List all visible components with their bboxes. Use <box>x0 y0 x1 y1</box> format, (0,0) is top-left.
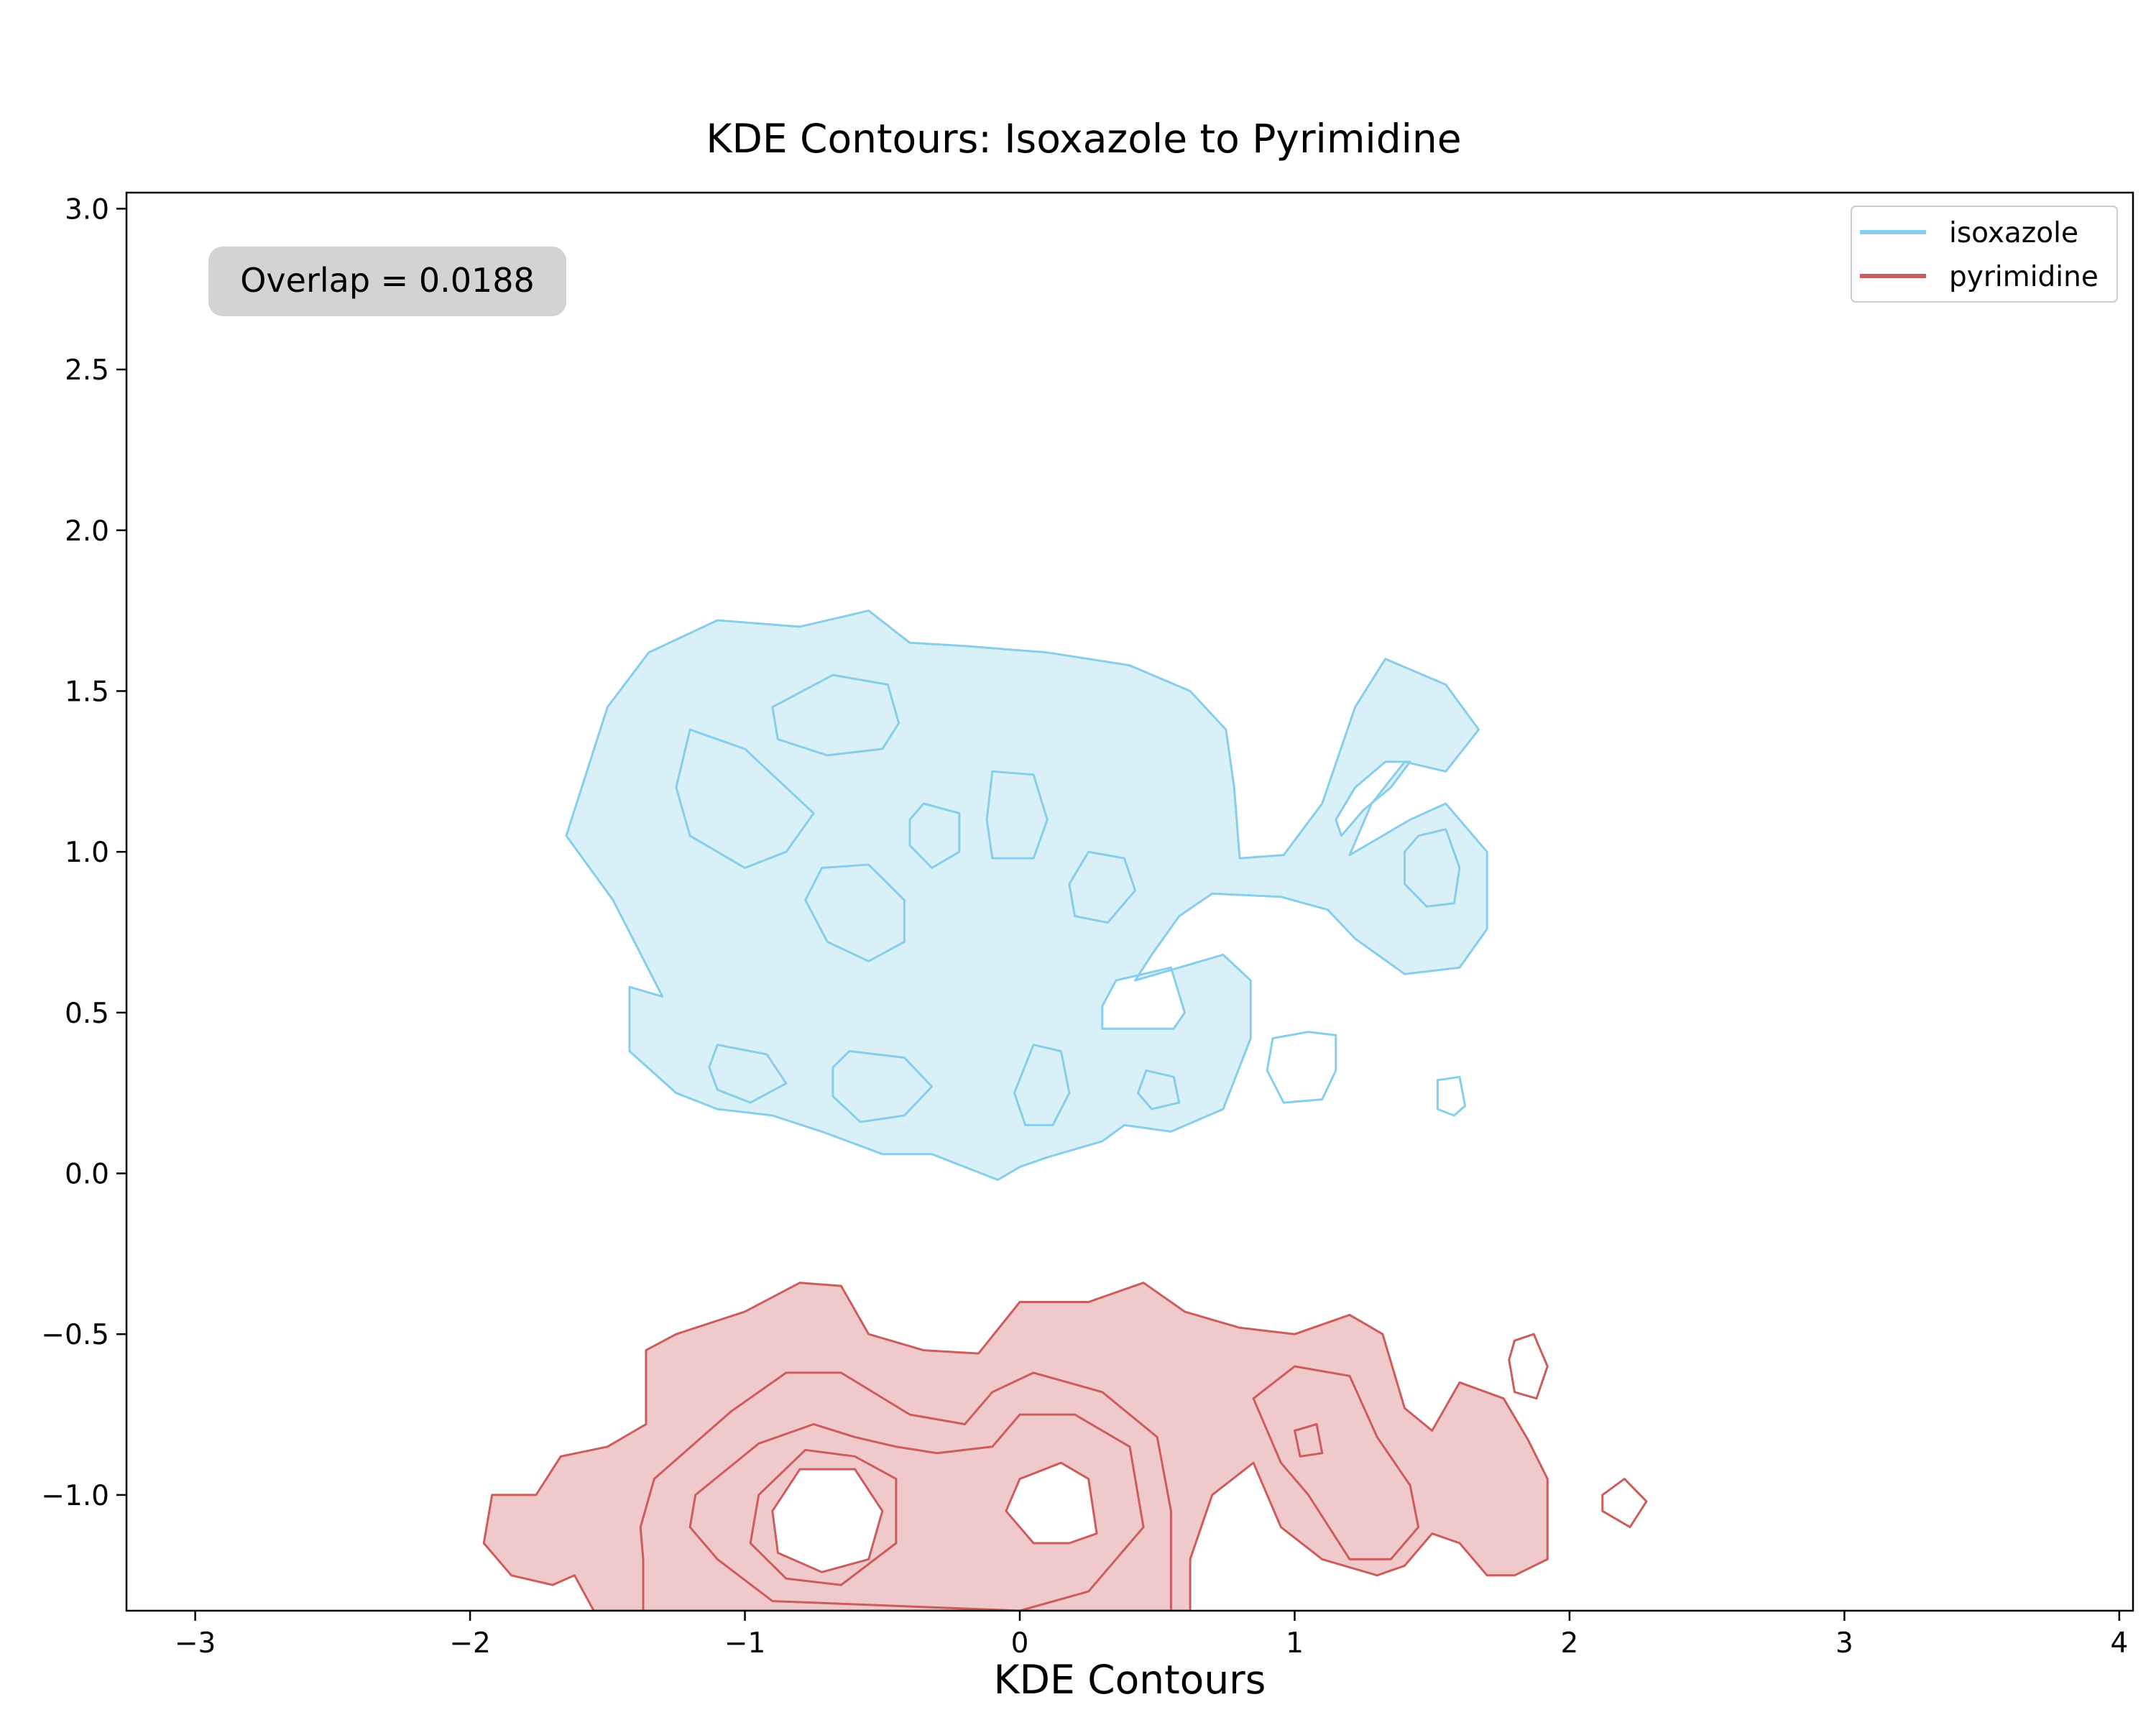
pyrimidine-contour-0 <box>482 1282 1549 1611</box>
isoxazole-contour-3 <box>804 863 906 962</box>
pyrimidine-contour-3 <box>749 1448 898 1586</box>
overlap-annotation: Overlap = 0.0188 <box>208 247 566 316</box>
isoxazole-contour-12 <box>1436 1075 1467 1117</box>
x-tick-label: 2 <box>1561 1627 1579 1660</box>
x-axis-label: KDE Contours <box>994 1657 1266 1703</box>
x-tick-label: 1 <box>1286 1627 1304 1660</box>
isoxazole-contour-2 <box>771 673 900 757</box>
isoxazole-contour-5 <box>985 770 1049 860</box>
x-tick-label: 0 <box>1011 1627 1029 1660</box>
x-axis: −3 −2 −1 0 1 2 3 4 <box>175 1611 2128 1660</box>
legend-label-pyrimidine: pyrimidine <box>1949 261 2099 293</box>
x-tick-label: −1 <box>724 1627 766 1660</box>
legend-label-isoxazole: isoxazole <box>1949 217 2078 249</box>
chart-title: KDE Contours: Isoxazole to Pyrimidine <box>706 116 1461 162</box>
pyrimidine-contour-6 <box>1601 1478 1648 1529</box>
isoxazole-contour-hole-0 <box>1101 966 1186 1030</box>
isoxazole-contour-8 <box>831 1050 934 1123</box>
isoxazole-contour-10 <box>1137 1069 1181 1110</box>
pyrimidine-contour-4 <box>1252 1365 1420 1560</box>
x-tick-label: −3 <box>175 1627 216 1660</box>
isoxazole-contour-6 <box>1068 850 1137 924</box>
y-tick-label: 1.5 <box>65 676 109 708</box>
isoxazole-contour-1 <box>675 728 815 869</box>
y-tick-label: 2.0 <box>65 515 109 548</box>
annotation-text: Overlap = 0.0188 <box>240 261 535 300</box>
isoxazole-contour-9 <box>1013 1044 1071 1126</box>
annotation-box <box>208 247 566 316</box>
plot-frame <box>125 191 2134 1612</box>
pyrimidine-contour-1 <box>639 1371 1172 1611</box>
pyrimidine-contour-7 <box>1294 1423 1324 1458</box>
y-tick-label: 0.0 <box>65 1159 109 1191</box>
series-isoxazole <box>565 610 1488 1181</box>
y-tick-label: −0.5 <box>41 1319 109 1351</box>
pyrimidine-density-fill <box>484 1282 1548 1611</box>
plot-region <box>482 610 1648 1611</box>
x-tick-label: 4 <box>2110 1627 2128 1660</box>
isoxazole-contour-11 <box>1266 1031 1337 1104</box>
isoxazole-contour-hole-1 <box>1335 760 1411 837</box>
isoxazole-contour-13 <box>1404 828 1461 908</box>
x-tick-label: 3 <box>1835 1627 1853 1660</box>
series-pyrimidine <box>482 1282 1648 1611</box>
isoxazole-contour-4 <box>908 802 961 869</box>
pyrimidine-contour-2 <box>688 1413 1145 1611</box>
y-axis: −1.0 −0.5 0.0 0.5 1.0 1.5 2.0 2.5 3.0 <box>41 193 126 1512</box>
legend: isoxazole pyrimidine <box>1851 206 2118 303</box>
y-tick-label: 2.5 <box>65 354 109 387</box>
y-tick-label: 1.0 <box>65 837 109 869</box>
pyrimidine-contour-hole-0 <box>771 1468 884 1573</box>
y-tick-label: −1.0 <box>41 1480 109 1512</box>
pyrimidine-contour-hole-1 <box>1005 1461 1098 1545</box>
pyrimidine-contour-5 <box>1508 1333 1549 1400</box>
y-tick-label: 0.5 <box>65 998 109 1030</box>
x-tick-label: −2 <box>449 1627 491 1660</box>
isoxazole-density-fill <box>566 610 1488 1180</box>
isoxazole-contour-0 <box>565 610 1488 1181</box>
isoxazole-contour-7 <box>708 1044 788 1104</box>
y-tick-label: 3.0 <box>65 193 109 226</box>
